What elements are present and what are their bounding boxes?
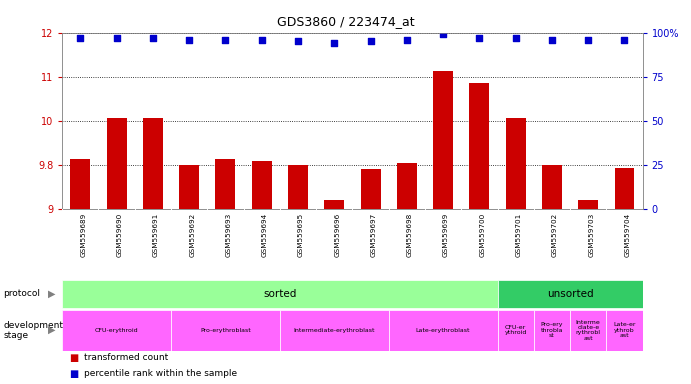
Bar <box>570 310 607 351</box>
Bar <box>171 310 280 351</box>
Bar <box>388 310 498 351</box>
Point <box>75 35 86 41</box>
Text: CFU-erythroid: CFU-erythroid <box>95 328 138 333</box>
Bar <box>252 161 272 209</box>
Bar <box>433 71 453 209</box>
Text: GSM559702: GSM559702 <box>552 213 558 257</box>
Point <box>365 38 376 45</box>
Text: Interme
diate-e
rythrobl
ast: Interme diate-e rythrobl ast <box>576 319 600 341</box>
Point <box>619 36 630 43</box>
Bar <box>533 310 570 351</box>
Text: GSM559698: GSM559698 <box>407 213 413 257</box>
Text: GSM559701: GSM559701 <box>515 213 522 257</box>
Text: protocol: protocol <box>3 289 41 298</box>
Text: GDS3860 / 223474_at: GDS3860 / 223474_at <box>276 15 415 28</box>
Text: percentile rank within the sample: percentile rank within the sample <box>84 369 238 377</box>
Bar <box>280 310 388 351</box>
Bar <box>106 118 126 209</box>
Point <box>292 38 303 45</box>
Text: Intermediate-erythroblast: Intermediate-erythroblast <box>294 328 375 333</box>
Bar <box>542 165 562 209</box>
Text: sorted: sorted <box>263 289 296 299</box>
Bar <box>288 165 308 209</box>
Point <box>547 36 558 43</box>
Text: unsorted: unsorted <box>547 289 594 299</box>
Text: ■: ■ <box>69 353 78 363</box>
Text: Pro-ery
throbla
st: Pro-ery throbla st <box>540 322 563 338</box>
Bar <box>70 159 91 209</box>
Text: development
stage: development stage <box>3 321 64 340</box>
Text: GSM559696: GSM559696 <box>334 213 340 257</box>
Text: transformed count: transformed count <box>84 353 169 362</box>
Bar <box>614 168 634 209</box>
Point <box>510 35 521 41</box>
Text: GSM559690: GSM559690 <box>117 213 122 257</box>
Text: Late-er
ythrob
ast: Late-er ythrob ast <box>613 322 636 338</box>
Point <box>474 35 485 41</box>
Text: Late-erythroblast: Late-erythroblast <box>416 328 471 333</box>
Text: GSM559691: GSM559691 <box>153 213 159 257</box>
Text: GSM559695: GSM559695 <box>298 213 304 257</box>
Bar <box>498 280 643 308</box>
Bar <box>498 310 533 351</box>
Point <box>256 36 267 43</box>
Point <box>184 36 195 43</box>
Point <box>111 35 122 41</box>
Text: ▶: ▶ <box>48 325 55 335</box>
Text: GSM559700: GSM559700 <box>480 213 485 257</box>
Text: GSM559697: GSM559697 <box>370 213 377 257</box>
Point <box>437 31 448 38</box>
Bar <box>578 200 598 209</box>
Text: GSM559693: GSM559693 <box>225 213 231 257</box>
Bar <box>469 83 489 209</box>
Text: ■: ■ <box>69 369 78 379</box>
Bar <box>607 310 643 351</box>
Text: ▶: ▶ <box>48 289 55 299</box>
Text: CFU-er
ythroid: CFU-er ythroid <box>504 325 527 336</box>
Bar <box>62 280 498 308</box>
Text: GSM559699: GSM559699 <box>443 213 449 257</box>
Point <box>583 36 594 43</box>
Text: Pro-erythroblast: Pro-erythroblast <box>200 328 251 333</box>
Bar <box>361 169 381 209</box>
Text: GSM559704: GSM559704 <box>625 213 630 257</box>
Text: GSM559694: GSM559694 <box>262 213 267 257</box>
Bar <box>506 118 526 209</box>
Bar <box>397 163 417 209</box>
Bar <box>62 310 171 351</box>
Point <box>329 40 340 46</box>
Text: GSM559689: GSM559689 <box>80 213 86 257</box>
Point <box>147 35 158 41</box>
Bar <box>143 118 163 209</box>
Point <box>401 36 413 43</box>
Bar <box>216 159 236 209</box>
Point <box>220 36 231 43</box>
Text: GSM559703: GSM559703 <box>588 213 594 257</box>
Bar <box>179 165 199 209</box>
Text: GSM559692: GSM559692 <box>189 213 195 257</box>
Bar <box>324 200 344 209</box>
